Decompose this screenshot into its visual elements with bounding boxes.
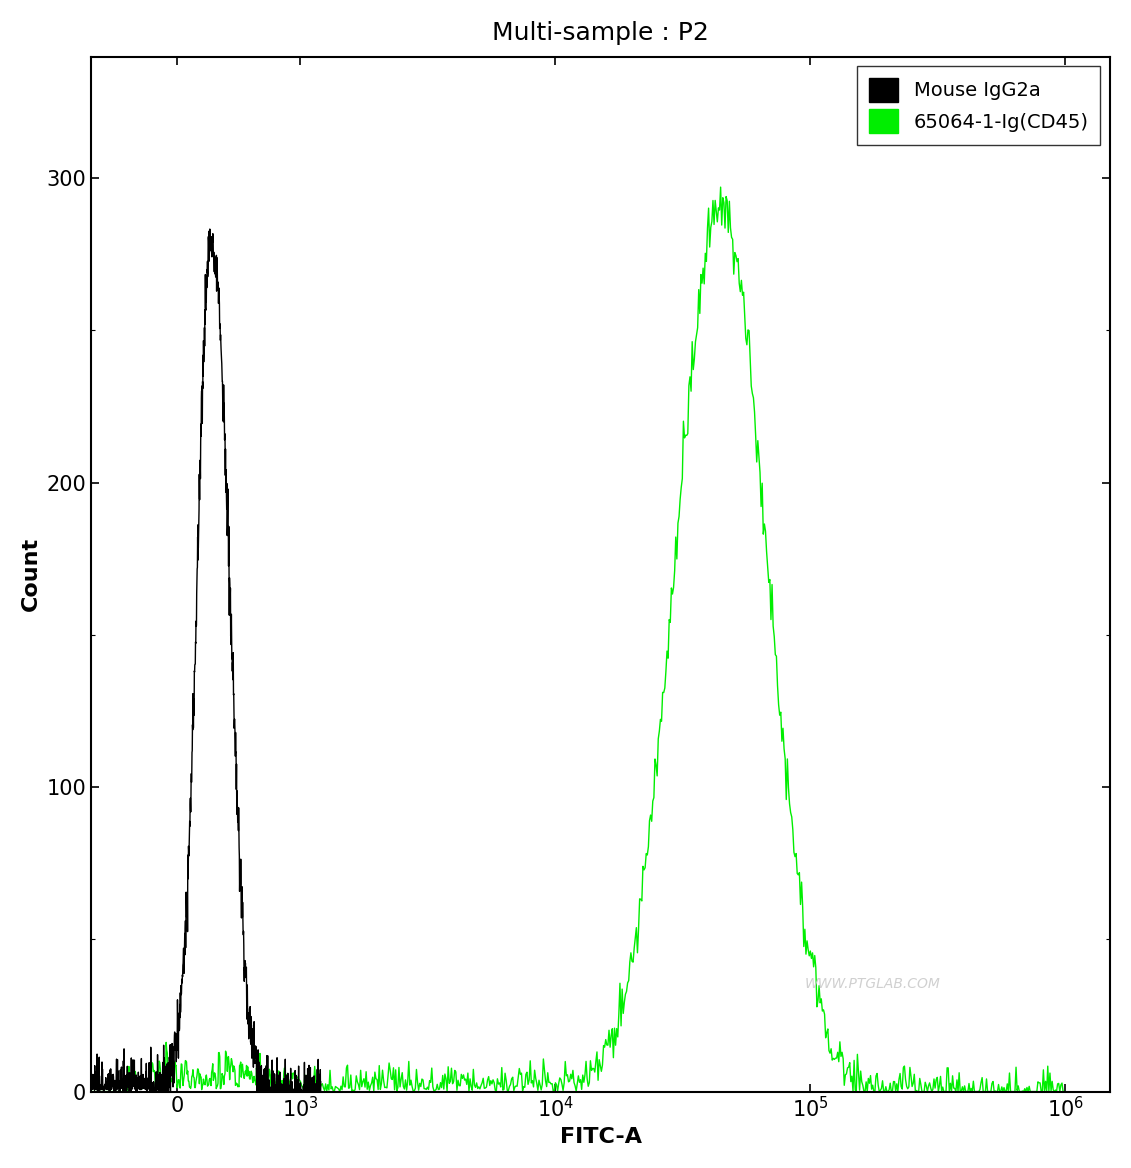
Y-axis label: Count: Count — [20, 537, 41, 611]
Legend: Mouse IgG2a, 65064-1-Ig(CD45): Mouse IgG2a, 65064-1-Ig(CD45) — [857, 67, 1100, 145]
X-axis label: FITC-A: FITC-A — [560, 1127, 641, 1147]
Title: Multi-sample : P2: Multi-sample : P2 — [492, 21, 709, 44]
Text: WWW.PTGLAB.COM: WWW.PTGLAB.COM — [804, 978, 940, 990]
